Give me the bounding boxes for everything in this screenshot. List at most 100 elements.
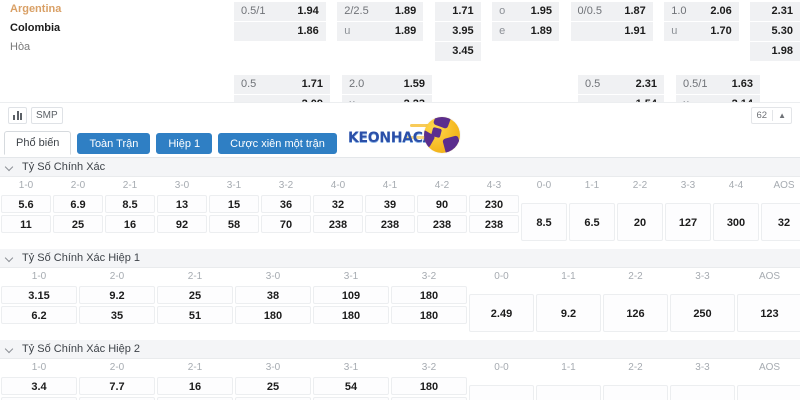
score-odd-draw[interactable]: 123 [737,294,800,332]
score-odd-away[interactable]: 238 [365,215,415,233]
b2-total2-over-odd[interactable]: 1.63 [716,75,760,94]
handicap2-line[interactable]: 0/0.5 [570,2,615,21]
handicap-home-odd[interactable]: 1.94 [283,2,326,21]
score-odd-away[interactable]: 238 [469,215,519,233]
tab-toan-tran[interactable]: Toàn Trận [77,132,151,154]
score-odd-home[interactable]: 32 [313,195,363,213]
total2-line[interactable]: 1.0 [664,2,697,21]
b2-handicap2-home-odd[interactable]: 2.31 [624,75,664,94]
score-odd-home[interactable]: 5.6 [1,195,51,213]
section-header[interactable]: Tỷ Số Chính Xác [0,158,800,177]
score-odd-away[interactable]: 70 [261,215,311,233]
score-odd-away[interactable]: 30 [157,397,233,400]
score-odd-away[interactable]: 180 [235,306,311,324]
total2-over-odd[interactable]: 2.06 [696,2,739,21]
b2-total2-line[interactable]: 0.5/1 [676,75,716,94]
score-odd-away[interactable]: 170 [235,397,311,400]
score-odd-away[interactable]: 16 [105,215,155,233]
score-odd-away[interactable]: 51 [157,306,233,324]
score-odd-away[interactable]: 58 [209,215,259,233]
last-odd-1[interactable]: 2.31 [750,2,800,21]
score-odd-home[interactable]: 39 [365,195,415,213]
score-odd-home[interactable]: 90 [417,195,467,213]
bars-chart-icon[interactable] [8,107,27,124]
total-under-odd[interactable]: 1.89 [381,22,424,41]
score-odd-away[interactable]: 6.2 [1,306,77,324]
score-odd-away[interactable]: 180 [313,306,389,324]
score-odd-home[interactable]: 16 [157,377,233,395]
score-odd-away[interactable]: 238 [313,215,363,233]
score-odd-home[interactable]: 180 [391,286,467,304]
score-odd-home[interactable]: 38 [235,286,311,304]
score-odd-home[interactable]: 8.5 [105,195,155,213]
handicap2-home-odd[interactable]: 1.87 [614,2,653,21]
score-odd-draw[interactable]: 20 [617,203,663,241]
handicap2-away-odd[interactable]: 1.91 [614,22,653,41]
score-odd-home[interactable]: 54 [313,377,389,395]
handicap-line[interactable]: 0.5/1 [234,2,284,21]
score-odd-away[interactable]: 238 [417,215,467,233]
market-count-control[interactable]: 62 ▲ [750,107,792,124]
score-odd-draw[interactable]: 180 [670,385,735,400]
score-odd-draw[interactable]: 250 [670,294,735,332]
score-odd-home[interactable]: 9.2 [79,286,155,304]
tab-hiep-1[interactable]: Hiệp 1 [156,132,213,154]
score-odd-away[interactable]: 27 [79,397,155,400]
chevron-down-icon[interactable] [6,345,15,354]
score-odd-draw[interactable]: 8.5 [521,203,567,241]
score-odd-draw[interactable]: 300 [713,203,759,241]
even-odd-value[interactable]: 1.89 [516,22,560,41]
last-odd-3[interactable]: 1.98 [750,42,800,61]
score-odd-home[interactable]: 3.4 [1,377,77,395]
score-odd-draw[interactable]: 7.3 [536,385,601,400]
score-odd-away[interactable]: 11 [1,215,51,233]
score-odd-home[interactable]: 25 [235,377,311,395]
score-odd-draw[interactable]: 32 [761,203,800,241]
score-odd-draw[interactable]: 59 [603,385,668,400]
handicap-away-odd[interactable]: 1.86 [283,22,326,41]
score-odd-away[interactable]: 180 [313,397,389,400]
score-odd-away[interactable]: 180 [391,397,467,400]
tab-cuoc-xien-mot-tran[interactable]: Cược xiên một trận [218,132,337,154]
tab-pho-bien[interactable]: Phổ biến [4,131,72,155]
odd-odd-value[interactable]: 1.95 [516,2,560,21]
chevron-up-icon[interactable]: ▲ [778,111,786,120]
1x2-draw-odd[interactable]: 3.45 [434,42,481,61]
score-odd-home[interactable]: 180 [391,377,467,395]
score-odd-home[interactable]: 15 [209,195,259,213]
1x2-away-odd[interactable]: 3.95 [434,22,481,41]
score-odd-away[interactable]: 35 [79,306,155,324]
score-odd-away[interactable]: 25 [53,215,103,233]
b2-total-line[interactable]: 2.0 [342,75,388,94]
b2-total-over-odd[interactable]: 1.59 [388,75,432,94]
b2-handicap-line[interactable]: 0.5 [234,75,286,94]
score-odd-draw[interactable]: 2.49 [469,294,534,332]
score-odd-away[interactable]: 92 [157,215,207,233]
score-odd-home[interactable]: 109 [313,286,389,304]
total2-under-odd[interactable]: 1.70 [696,22,739,41]
chevron-down-icon[interactable] [6,254,15,263]
smp-button[interactable]: SMP [31,107,63,124]
score-odd-home[interactable]: 6.9 [53,195,103,213]
score-odd-home[interactable]: 36 [261,195,311,213]
chevron-down-icon[interactable] [6,163,15,172]
b2-handicap2-line[interactable]: 0.5 [578,75,624,94]
1x2-home-odd[interactable]: 1.71 [434,2,481,21]
score-odd-home[interactable]: 3.15 [1,286,77,304]
score-odd-draw[interactable]: 6.5 [569,203,615,241]
score-odd-home[interactable]: 13 [157,195,207,213]
score-odd-draw[interactable]: 9.2 [536,294,601,332]
section-header[interactable]: Tỷ Số Chính Xác Hiệp 2 [0,340,800,359]
score-odd-home[interactable]: 230 [469,195,519,213]
score-odd-draw[interactable]: 127 [665,203,711,241]
score-odd-away[interactable]: 180 [391,306,467,324]
last-odd-2[interactable]: 5.30 [750,22,800,41]
total-line[interactable]: 2/2.5 [337,2,382,21]
score-odd-draw[interactable]: 53 [737,385,800,400]
score-odd-away[interactable]: 6.5 [1,397,77,400]
b2-handicap-home-odd[interactable]: 1.71 [286,75,330,94]
score-odd-draw[interactable]: 126 [603,294,668,332]
score-odd-home[interactable]: 7.7 [79,377,155,395]
section-header[interactable]: Tỷ Số Chính Xác Hiệp 1 [0,249,800,268]
total-over-odd[interactable]: 1.89 [381,2,424,21]
